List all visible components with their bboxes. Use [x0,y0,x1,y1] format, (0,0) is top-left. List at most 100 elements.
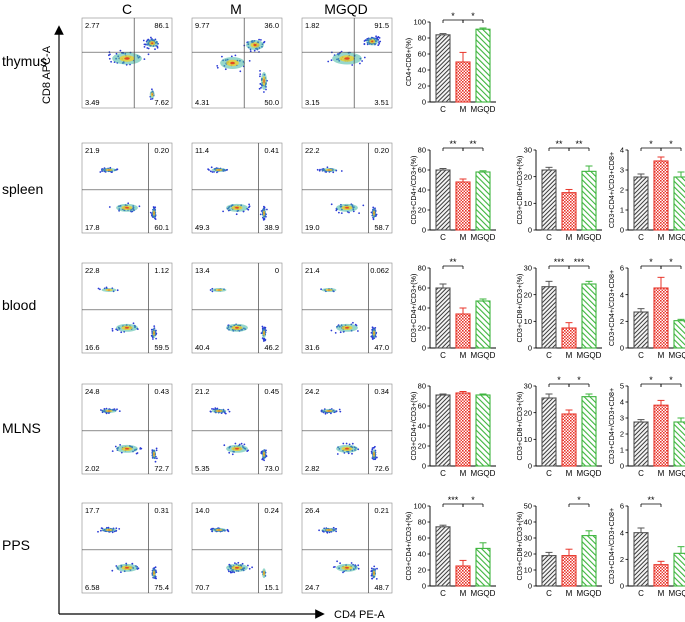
quadrant-ll-value: 16.6 [85,343,100,352]
bar-category-label: C [546,233,552,242]
quadrant-lr-value: 73.0 [264,464,279,473]
flow-event-dot [259,70,261,72]
flow-event-dot [378,41,380,44]
quadrant-ur-value: 0.45 [264,387,279,396]
bar-category-label: M [460,351,467,360]
flow-density-peak [151,42,154,45]
quadrant-ur-value: 0.24 [264,506,279,515]
quadrant-ur-value: 1.12 [154,266,169,275]
bar-y-tick-label: 40 [418,422,426,431]
bar-category-label: MGQD [669,589,685,598]
quadrant-lr-value: 46.2 [264,343,279,352]
flow-event-dot [136,452,139,454]
flow-panel-frame [301,142,393,234]
flow-event-dot [375,456,378,459]
flow-panel-frame [301,383,393,475]
bar-mgqd [673,552,685,587]
flow-event-dot [210,166,213,169]
flow-event-dot [150,328,153,331]
quadrant-ul-value: 22.8 [85,266,100,275]
flow-event-dot [216,407,219,410]
quadrant-lr-value: 3.51 [374,98,389,107]
flow-event-dot [338,211,340,214]
flow-density-peak [345,447,349,450]
flow-event-dot [234,442,237,445]
flow-event-dot [111,328,114,330]
row-label-spleen: spleen [2,181,43,197]
bar-category-label: C [440,105,446,114]
flow-event-dot [262,340,265,342]
bar-y-tick-label: 20 [418,82,426,91]
significance-label: * [669,257,673,267]
flow-density-peak [373,212,375,215]
quadrant-ll-value: 31.6 [305,343,320,352]
flow-event-dot [375,35,377,38]
quadrant-ll-value: 4.31 [195,98,210,107]
flow-density-peak [125,447,129,450]
flow-event-dot [350,562,353,564]
flow-density-peak [263,572,265,575]
flow-event-dot [228,570,230,573]
flow-density-peak [107,410,111,412]
flow-event-dot [248,60,251,62]
flow-event-dot [371,448,374,451]
flow-event-dot [357,564,360,567]
quadrant-ur-value: 0.21 [374,506,389,515]
flow-event-dot [108,57,111,60]
flow-density-peak [217,289,221,291]
quadrant-ul-value: 22.2 [305,146,320,155]
flow-event-dot [150,36,152,39]
flow-density-peak [327,169,331,171]
flow-event-dot [143,58,146,60]
quadrant-ll-value: 19.0 [305,223,320,232]
bar-m [653,287,669,349]
bar-c [435,526,451,587]
bar-m [561,413,577,467]
flow-event-dot [342,442,345,445]
flow-event-dot [116,408,118,411]
bar-y-tick-label: 80 [418,518,426,527]
flow-panel-frame [81,142,173,234]
bar-y-tick-label: 10 [524,199,532,208]
bar-category-label: C [638,589,644,598]
bar-mgqd [581,170,597,231]
flow-density-peak [107,169,111,171]
flow-panel-mlns-mgqd: 24.2 0.34 2.82 72.6 [301,383,393,475]
quadrant-ll-value: 17.8 [85,223,100,232]
flow-density-peak [217,410,221,412]
flow-event-dot [253,49,256,52]
flow-event-dot [258,87,261,90]
significance-label: *** [448,495,459,505]
flow-event-dot [110,60,112,63]
flow-event-dot [103,408,106,410]
flow-event-dot [361,60,363,62]
bar-chart-12: 0 2 4 6 CD3+CD4+/CD3+CD8+ C M MGQD ** [607,495,685,598]
bar-y-tick-label: 40 [418,304,426,313]
flow-event-dot [351,64,354,66]
flow-event-dot [363,43,366,46]
flow-event-dot [264,338,267,341]
bar-mgqd [581,535,597,587]
flow-event-dot [259,213,262,216]
flow-event-dot [154,218,157,221]
bar-c [633,421,649,467]
flow-panel-frame [301,502,393,594]
flow-density-peak [345,566,349,569]
quadrant-ur-value: 0.20 [154,146,169,155]
flow-cytometry-grid: 2.77 86.1 3.49 7.62 9.77 36.0 4.31 50.0 1.82 91.5… [81,17,393,594]
bar-category-label: C [440,233,446,242]
flow-density-peak [125,206,129,209]
flow-event-dot [370,450,373,453]
bar-mgqd [475,171,491,231]
flow-event-dot [340,212,343,215]
flow-event-dot [371,338,374,340]
flow-event-dot [370,574,373,577]
flow-event-dot [105,407,108,410]
flow-event-dot [224,68,227,71]
bar-c [633,176,649,231]
flow-panel-pps-mgqd: 26.4 0.21 24.7 48.7 [301,502,393,594]
flow-event-dot [263,40,266,43]
